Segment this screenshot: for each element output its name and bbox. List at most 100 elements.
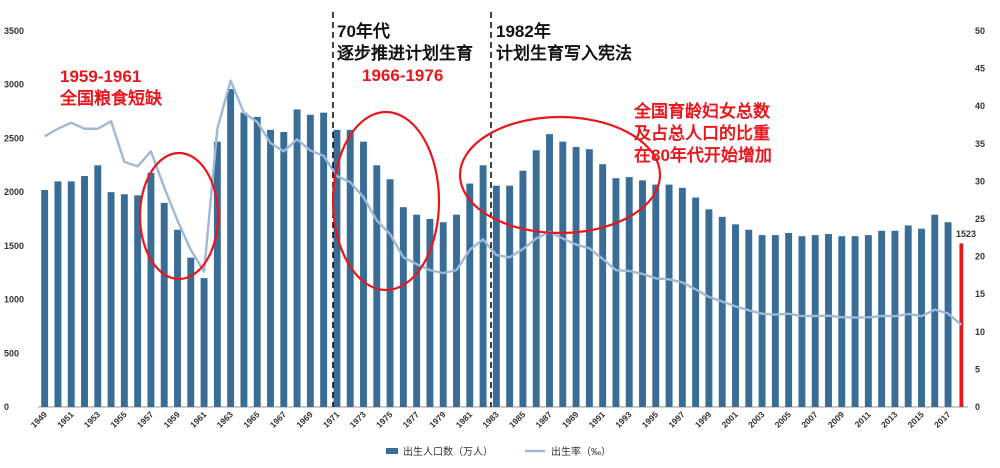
bar-1954 bbox=[107, 192, 115, 407]
famine-text-label: 全国粮食短缺 bbox=[59, 88, 163, 108]
bar-1963 bbox=[227, 89, 235, 407]
bar-2012 bbox=[878, 230, 886, 407]
seventies-years-label: 1966-1976 bbox=[362, 66, 443, 85]
legend-bar-label: 出生人口数（万人） bbox=[403, 445, 493, 458]
eighties-highlight-ellipse bbox=[458, 115, 662, 235]
bar-1971 bbox=[333, 129, 341, 407]
bar-2007 bbox=[811, 235, 819, 407]
x-tick-label: 1975 bbox=[374, 409, 395, 430]
bar-1951 bbox=[67, 181, 75, 407]
x-tick-label: 2001 bbox=[719, 409, 740, 430]
x-tick-label: 1953 bbox=[82, 409, 103, 430]
birth-rate-line bbox=[44, 79, 963, 326]
bar-1980 bbox=[453, 214, 460, 407]
x-tick-label: 1981 bbox=[454, 409, 475, 430]
seventies-label: 70年代 bbox=[337, 21, 390, 41]
x-tick-label: 1969 bbox=[294, 409, 315, 430]
bar-1977 bbox=[413, 214, 421, 407]
bar-1955 bbox=[120, 194, 128, 407]
y2-tick-label: 40 bbox=[975, 101, 985, 111]
birth-rate-polyline bbox=[44, 79, 963, 326]
bar-2009 bbox=[838, 236, 846, 407]
x-tick-label: 1967 bbox=[268, 409, 289, 430]
bar-1960 bbox=[187, 257, 195, 407]
y-tick-label: 3000 bbox=[4, 80, 24, 90]
x-tick-label: 1989 bbox=[560, 409, 581, 430]
bar-2014 bbox=[904, 225, 912, 407]
bar-1974 bbox=[373, 165, 381, 407]
x-tick-label: 1959 bbox=[161, 409, 182, 430]
bar-2002 bbox=[745, 229, 753, 407]
famine-highlight-ellipse bbox=[138, 151, 220, 281]
x-tick-label: 1965 bbox=[241, 409, 262, 430]
bar-1996 bbox=[665, 184, 673, 407]
bar-1993 bbox=[625, 177, 633, 407]
x-tick-label: 1971 bbox=[321, 409, 342, 430]
x-tick-label: 1999 bbox=[693, 409, 714, 430]
bar-1961 bbox=[200, 278, 208, 407]
bar-1973 bbox=[360, 141, 367, 407]
x-tick-label: 2013 bbox=[879, 409, 900, 430]
bar-1995 bbox=[652, 184, 660, 407]
y2-tick-label: 45 bbox=[975, 64, 985, 74]
x-tick-label: 1963 bbox=[215, 409, 236, 430]
bar-1989 bbox=[572, 147, 580, 407]
bar-1997 bbox=[678, 187, 686, 407]
bar-1953 bbox=[94, 165, 102, 407]
bar-1956 bbox=[134, 195, 142, 407]
y-tick-label: 2500 bbox=[4, 133, 24, 143]
y-tick-label: 500 bbox=[4, 348, 19, 358]
bar-2011 bbox=[864, 235, 872, 407]
y2-tick-label: 20 bbox=[975, 252, 985, 262]
bar-1949 bbox=[41, 189, 49, 407]
last-bar-value-label: 1523 bbox=[956, 229, 976, 239]
bar-1975 bbox=[386, 179, 394, 407]
x-tick-label: 1993 bbox=[613, 409, 634, 430]
bar-1950 bbox=[54, 181, 62, 407]
bar-1976 bbox=[399, 207, 407, 407]
highlight-bar-2018 bbox=[959, 243, 964, 407]
x-tick-label: 1961 bbox=[188, 409, 209, 430]
x-tick-label: 1995 bbox=[640, 409, 661, 430]
x-tick-label: 2017 bbox=[932, 409, 953, 430]
bar-1987 bbox=[546, 134, 553, 407]
bar-1981 bbox=[466, 183, 474, 407]
bar-1994 bbox=[639, 180, 646, 407]
y-tick-label: 1500 bbox=[4, 241, 24, 251]
bar-1986 bbox=[532, 150, 540, 407]
bar-1965 bbox=[253, 116, 261, 407]
bar-2013 bbox=[891, 230, 899, 407]
bar-1988 bbox=[559, 141, 567, 407]
eighties-label-3: 在80年代开始增加 bbox=[634, 145, 772, 165]
seventies-highlight-ellipse bbox=[331, 110, 441, 292]
y2-tick-label: 5 bbox=[975, 364, 980, 374]
x-tick-label: 1977 bbox=[401, 409, 422, 430]
bar-1969 bbox=[306, 114, 314, 407]
legend: 出生人口数（万人） 出生率（‰） bbox=[386, 445, 611, 458]
bar-1964 bbox=[240, 112, 248, 408]
bar-1984 bbox=[506, 185, 514, 407]
bar-2000 bbox=[718, 216, 726, 407]
bar-1959 bbox=[174, 229, 181, 407]
bar-1958 bbox=[160, 202, 168, 407]
constitution-label: 计划生育写入宪法 bbox=[496, 43, 632, 63]
bar-2004 bbox=[771, 235, 779, 407]
x-tick-label: 2005 bbox=[773, 409, 794, 430]
eighties-label-2: 及占总人口的比重 bbox=[634, 123, 770, 143]
x-tick-label: 1955 bbox=[108, 409, 129, 430]
y2-tick-label: 15 bbox=[975, 289, 985, 299]
y2-tick-label: 10 bbox=[975, 327, 985, 337]
bar-1979 bbox=[439, 222, 447, 407]
y2-tick-label: 25 bbox=[975, 214, 985, 224]
x-tick-label: 1979 bbox=[427, 409, 448, 430]
bar-1998 bbox=[692, 197, 700, 407]
x-tick-label: 1987 bbox=[533, 409, 554, 430]
bar-2001 bbox=[732, 224, 739, 407]
x-tick-label: 2009 bbox=[826, 409, 847, 430]
bar-1967 bbox=[280, 131, 288, 408]
x-tick-label: 1985 bbox=[507, 409, 528, 430]
bar-1992 bbox=[612, 178, 620, 407]
bar-1952 bbox=[81, 176, 88, 407]
bar-1966 bbox=[267, 129, 274, 407]
